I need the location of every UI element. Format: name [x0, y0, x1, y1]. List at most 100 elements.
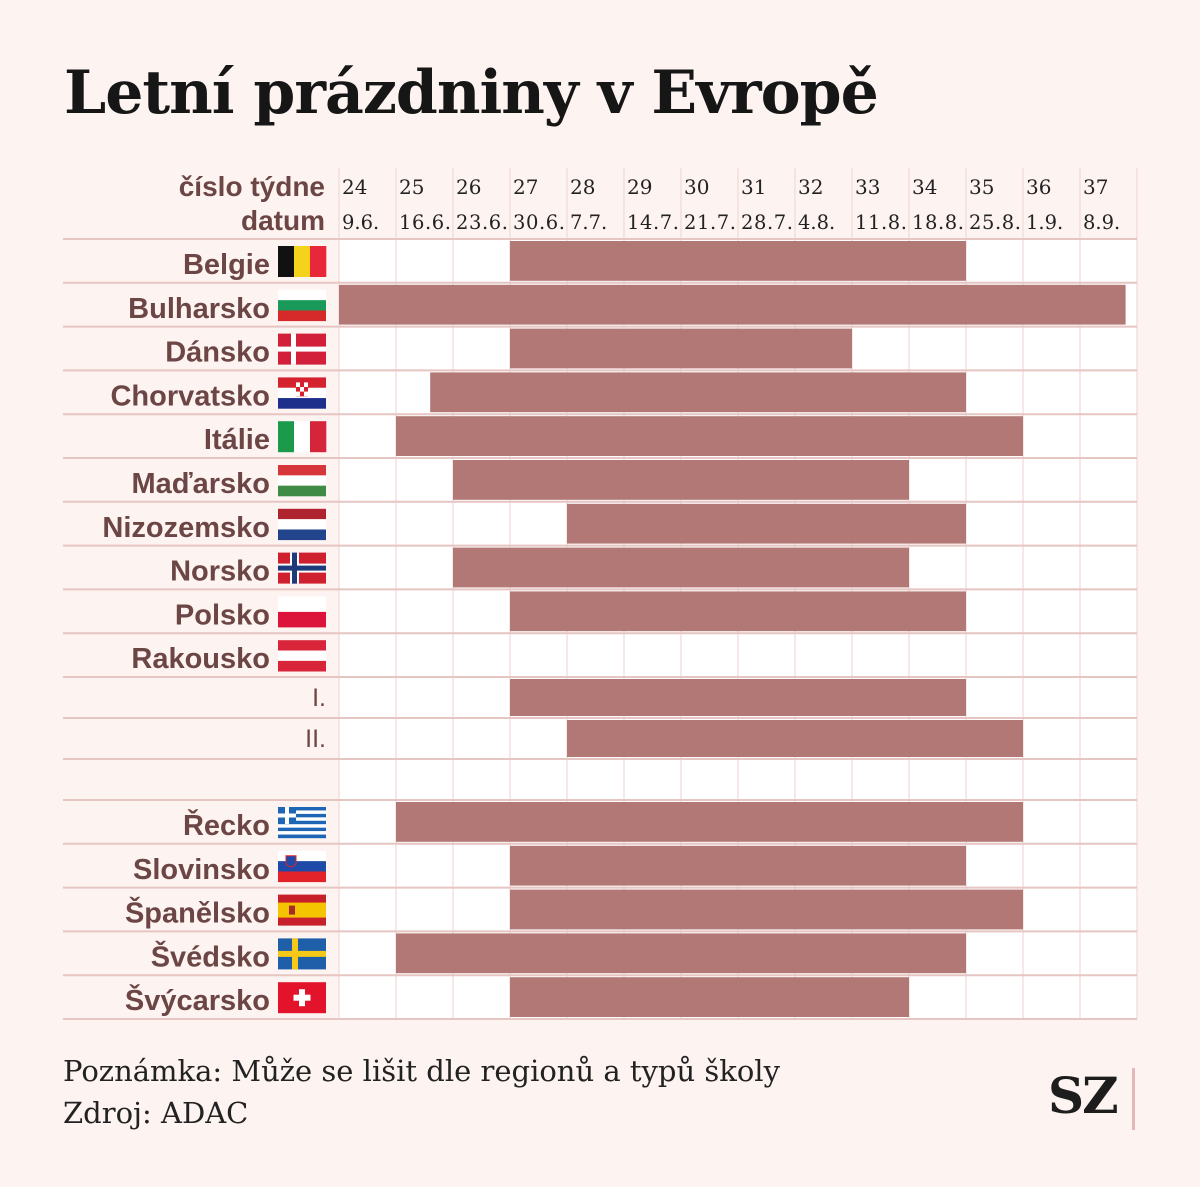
- row-polsko: Polsko: [175, 591, 966, 631]
- row-label: Chorvatsko: [110, 380, 270, 412]
- date-tick-label: 1.9.: [1026, 211, 1063, 234]
- flag-slovenia-icon: [278, 850, 326, 883]
- row-label: Švédsko: [151, 939, 270, 973]
- sz-logo: SZ: [1048, 1066, 1119, 1125]
- week-tick-label: 29: [627, 175, 652, 199]
- logo-divider: [1132, 1068, 1135, 1130]
- holiday-bar: [510, 591, 966, 632]
- row-label: Nizozemsko: [102, 512, 270, 544]
- row-chorvatsko: Chorvatsko: [110, 372, 966, 412]
- row-label: Řecko: [183, 808, 270, 842]
- week-tick-label: 27: [513, 175, 538, 199]
- holiday-bar: [510, 679, 966, 716]
- row-švýcarsko: Švýcarsko: [125, 977, 909, 1017]
- date-tick-label: 4.8.: [798, 211, 835, 234]
- flag-switzerland-icon: [278, 982, 326, 1014]
- source-text: Zdroj: ADAC: [63, 1096, 249, 1130]
- row-řecko: Řecko: [183, 802, 1023, 842]
- chart-title: Letní prázdniny v Evropě: [64, 58, 879, 128]
- date-tick-label: 16.6.: [399, 211, 451, 234]
- row-dánsko: Dánsko: [165, 328, 852, 369]
- row-slovinsko: Slovinsko: [133, 845, 966, 886]
- row-bulharsko: Bulharsko: [128, 284, 1126, 325]
- week-tick-label: 33: [855, 175, 880, 199]
- holiday-bar: [510, 977, 909, 1017]
- row-španělsko: Španělsko: [125, 889, 1023, 930]
- week-tick-label: 28: [570, 175, 595, 199]
- week-tick-label: 24: [342, 175, 367, 199]
- week-tick-label: 34: [912, 175, 937, 199]
- row-belgie: Belgie: [183, 241, 966, 281]
- row-label: Maďarsko: [131, 468, 270, 500]
- date-tick-label: 28.7.: [741, 211, 793, 234]
- holiday-bar: [453, 547, 909, 588]
- row-švédsko: Švédsko: [151, 933, 966, 973]
- date-tick-label: 23.6.: [456, 211, 508, 234]
- row-nizozemsko: Nizozemsko: [102, 503, 966, 544]
- date-tick-label: 9.6.: [342, 211, 379, 234]
- flag-denmark-icon: [278, 333, 326, 365]
- holiday-bar: [453, 460, 909, 500]
- row-i.: I.: [312, 679, 966, 716]
- date-tick-label: 8.9.: [1083, 211, 1120, 234]
- holiday-bar: [339, 284, 1126, 325]
- row-itálie: Itálie: [204, 416, 1023, 456]
- week-tick-label: 25: [399, 175, 424, 199]
- week-tick-label: 37: [1083, 175, 1108, 199]
- flag-italy-icon: [278, 421, 327, 453]
- row-label: Belgie: [183, 249, 270, 281]
- row-label: II.: [305, 725, 326, 753]
- footnote: Poznámka: Může se lišit dle regionů a ty…: [63, 1050, 780, 1134]
- date-tick-label: 25.8.: [969, 211, 1021, 234]
- date-tick-label: 7.7.: [570, 211, 607, 234]
- flag-belgium-icon: [278, 246, 327, 277]
- row-label: Polsko: [175, 599, 270, 631]
- holiday-bar: [396, 416, 1023, 456]
- row-label: Slovinsko: [133, 854, 270, 886]
- date-tick-label: 14.7.: [627, 211, 679, 234]
- week-tick-label: 30: [684, 175, 709, 199]
- row-norsko: Norsko: [170, 547, 909, 588]
- week-tick-label: 26: [456, 175, 481, 199]
- holiday-bar: [430, 372, 966, 413]
- row-label: Španělsko: [125, 896, 270, 930]
- note-text: Poznámka: Může se lišit dle regionů a ty…: [63, 1054, 780, 1088]
- week-tick-label: 36: [1026, 175, 1051, 199]
- row-ii.: II.: [305, 720, 1023, 757]
- row-label: Švýcarsko: [125, 983, 270, 1017]
- row-label: Rakousko: [131, 643, 270, 675]
- holiday-bar: [567, 503, 966, 544]
- week-tick-label: 32: [798, 175, 823, 199]
- flag-netherlands-icon: [278, 508, 326, 541]
- date-tick-label: 30.6.: [513, 211, 565, 234]
- date-tick-label: 21.7.: [684, 211, 736, 234]
- flag-austria-icon: [278, 640, 326, 672]
- flag-croatia-icon: [278, 377, 326, 409]
- holiday-bar: [510, 845, 966, 886]
- row-maďarsko: Maďarsko: [131, 460, 909, 500]
- flag-bulgaria-icon: [278, 289, 326, 322]
- week-header-label: číslo týdne: [179, 171, 325, 202]
- flag-spain-icon: [278, 894, 326, 926]
- row-label: Bulharsko: [128, 293, 270, 325]
- date-header-label: datum: [241, 205, 325, 236]
- holiday-bar: [396, 933, 966, 974]
- date-tick-label: 18.8.: [912, 211, 964, 234]
- week-tick-label: 35: [969, 175, 994, 199]
- flag-poland-icon: [278, 596, 326, 628]
- flag-hungary-icon: [278, 465, 326, 497]
- flag-norway-icon: [278, 552, 326, 584]
- flag-sweden-icon: [278, 938, 326, 970]
- row-label: Norsko: [170, 556, 270, 588]
- date-tick-label: 11.8.: [855, 211, 907, 234]
- row-rakousko: Rakousko: [131, 640, 326, 675]
- row-label: Itálie: [204, 424, 270, 456]
- holiday-bar: [510, 889, 1023, 930]
- holiday-bar: [567, 720, 1023, 757]
- holiday-bar: [510, 328, 852, 369]
- row-label: I.: [312, 684, 326, 712]
- week-tick-label: 31: [741, 175, 766, 199]
- holiday-bar: [396, 802, 1023, 842]
- holiday-bar: [510, 241, 966, 281]
